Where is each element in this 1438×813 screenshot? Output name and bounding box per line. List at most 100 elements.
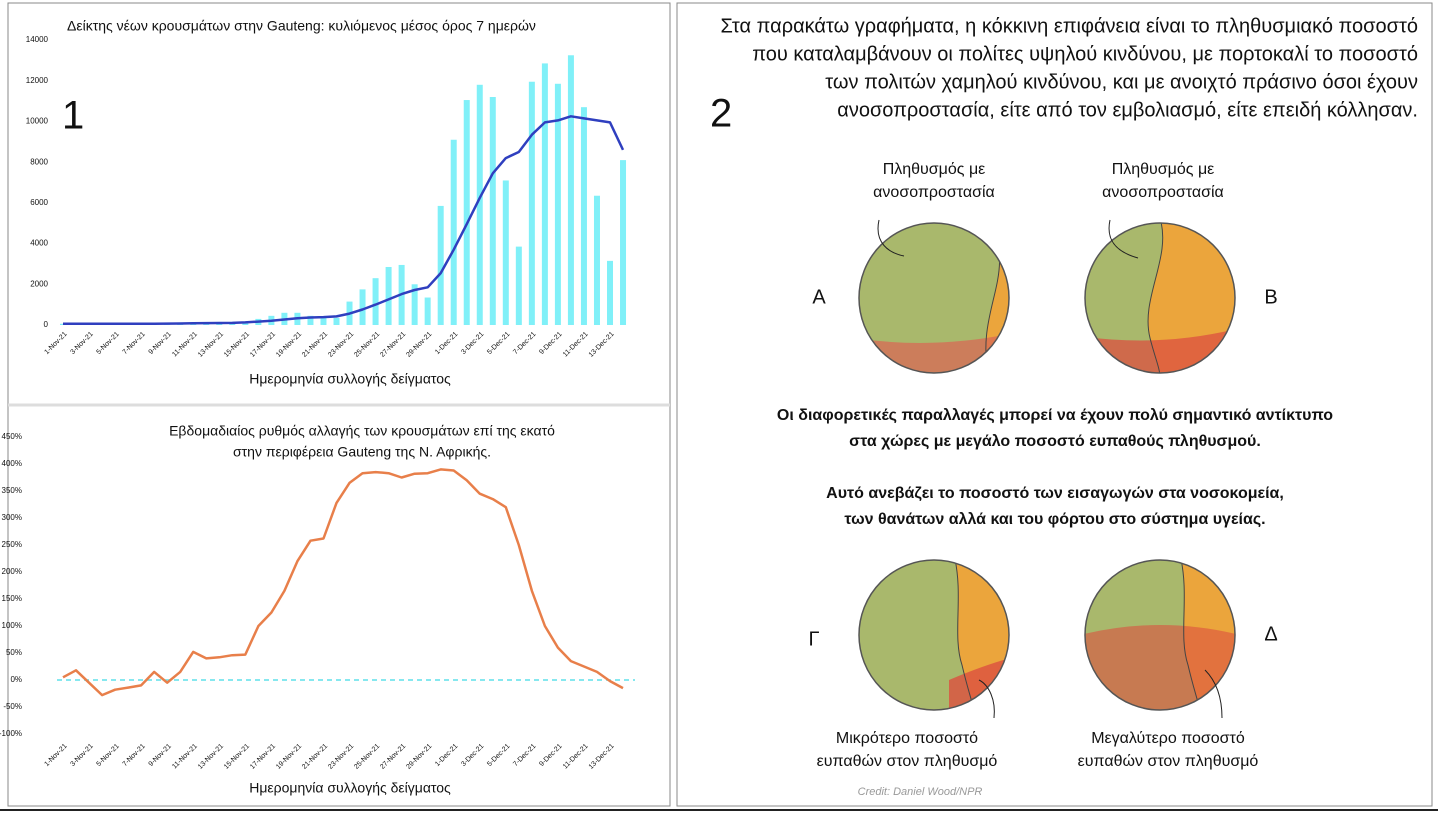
bar [385, 266, 392, 325]
y-tick-label: 10000 [26, 117, 49, 126]
circle-caption: ανοσοπροστασία [873, 184, 995, 201]
chart-title: Εβδομαδιαίος ρυθμός αλλαγής των κρουσμάτ… [169, 423, 555, 439]
circle-letter: Δ [1264, 623, 1277, 645]
bar [307, 315, 314, 325]
x-tick-label: 11-Nov-21 [171, 743, 199, 771]
x-tick-label: 9-Nov-21 [148, 743, 173, 768]
x-tick-label: 13-Nov-21 [197, 331, 225, 359]
note: Οι διαφορετικές παραλλαγές μπορεί να έχο… [777, 407, 1333, 424]
x-tick-label: 11-Dec-21 [562, 331, 590, 359]
intro-line: ανοσοπροστασία, είτε από τον εμβολιασμό,… [837, 99, 1418, 121]
bar [593, 195, 600, 325]
note: στα χώρες με μεγάλο ποσοστό ευπαθούς πλη… [849, 433, 1261, 450]
x-tick-label: 13-Dec-21 [588, 743, 616, 771]
circle-caption: ευπαθών στον πληθυσμό [1078, 753, 1259, 770]
intro-line: Στα παρακάτω γραφήματα, η κόκκινη επιφάν… [720, 15, 1418, 37]
y-tick-label: 8000 [30, 157, 48, 166]
x-tick-label: 23-Nov-21 [327, 743, 355, 771]
note: των θανάτων αλλά και του φόρτου στο σύστ… [844, 511, 1265, 528]
x-tick-label: 5-Nov-21 [96, 331, 121, 356]
x-tick-label: 9-Dec-21 [538, 743, 563, 768]
x-tick-label: 1-Nov-21 [43, 743, 68, 768]
x-tick-label: 29-Nov-21 [405, 743, 433, 771]
credit: Credit: Daniel Wood/NPR [858, 786, 983, 798]
x-axis-label: Ημερομηνία συλλογής δείγματος [249, 371, 451, 387]
x-tick-label: 25-Nov-21 [353, 743, 381, 771]
bar [320, 316, 327, 325]
bar [333, 317, 340, 325]
y-tick-label: 250% [2, 540, 22, 549]
bar [476, 84, 483, 326]
circle-caption: Πληθυσμός με [1112, 161, 1215, 178]
x-tick-label: 13-Nov-21 [197, 743, 225, 771]
bar [528, 81, 535, 325]
bar [489, 97, 496, 325]
x-tick-label: 27-Nov-21 [379, 331, 407, 359]
y-tick-label: 400% [2, 459, 22, 468]
y-tick-label: 6000 [30, 198, 48, 207]
line [63, 115, 625, 326]
x-tick-label: 17-Nov-21 [249, 331, 277, 359]
x-tick-label: 1-Dec-21 [434, 331, 459, 356]
x-tick-label: 5-Nov-21 [96, 743, 121, 768]
bar [502, 180, 509, 325]
y-tick-label: 200% [2, 567, 22, 576]
bar [607, 260, 613, 325]
x-tick-label: 5-Dec-21 [486, 331, 511, 356]
circle-letter: Β [1264, 286, 1277, 308]
y-tick-label: 0% [10, 675, 22, 684]
circle-letter: Α [812, 286, 826, 308]
y-tick-label: 2000 [30, 279, 48, 288]
y-tick-label: 4000 [30, 239, 48, 248]
circle-diagram [858, 559, 1010, 719]
x-tick-label: 15-Nov-21 [223, 331, 251, 359]
x-tick-label: 11-Dec-21 [562, 743, 590, 771]
charts: Δείκτης νέων κρουσμάτων στην Gauteng: κυ… [0, 18, 635, 796]
bar [515, 246, 522, 325]
x-tick-label: 7-Nov-21 [122, 743, 147, 768]
panel-label: 2 [710, 92, 732, 136]
circle-letter: Γ [808, 628, 819, 650]
note: Αυτό ανεβάζει το ποσοστό των εισαγωγών σ… [826, 485, 1284, 502]
chart-title: στην περιφέρεια Gauteng της Ν. Αφρικής. [233, 444, 491, 460]
circle-caption: Μικρότερο ποσοστό [836, 730, 978, 747]
x-tick-label: 9-Dec-21 [538, 331, 563, 356]
x-tick-label: 1-Dec-21 [434, 743, 459, 768]
x-tick-label: 5-Dec-21 [486, 743, 511, 768]
circle-diagram [1084, 559, 1236, 719]
x-tick-label: 13-Dec-21 [588, 331, 616, 359]
x-tick-label: 7-Dec-21 [512, 743, 537, 768]
x-tick-label: 11-Nov-21 [171, 331, 199, 359]
x-tick-label: 29-Nov-21 [405, 331, 433, 359]
circle-caption: Μεγαλύτερο ποσοστό [1091, 730, 1245, 747]
bar [463, 100, 470, 325]
x-tick-label: 7-Nov-21 [122, 331, 147, 356]
bar [620, 160, 627, 325]
circle-diagram [858, 219, 1010, 374]
bar [567, 55, 574, 326]
y-tick-label: -100% [0, 729, 22, 738]
y-tick-label: 12000 [26, 76, 49, 85]
x-tick-label: 19-Nov-21 [275, 743, 303, 771]
y-tick-label: 150% [2, 594, 22, 603]
y-tick-label: 0 [44, 320, 49, 329]
x-tick-label: 17-Nov-21 [249, 743, 277, 771]
x-tick-label: 9-Nov-21 [148, 331, 173, 356]
y-tick-label: 300% [2, 513, 22, 522]
intro-line: των πολιτών χαμηλού κινδύνου, και με ανο… [825, 71, 1418, 93]
y-tick-label: 14000 [26, 35, 49, 44]
y-tick-label: 450% [2, 432, 22, 441]
panel-label: 1 [62, 94, 84, 138]
x-axis-label: Ημερομηνία συλλογής δείγματος [249, 780, 451, 796]
y-tick-label: -50% [3, 702, 22, 711]
circle-diagram [1084, 219, 1236, 374]
bar [411, 284, 418, 325]
x-tick-label: 23-Nov-21 [327, 331, 355, 359]
bar [450, 139, 457, 325]
x-tick-label: 3-Nov-21 [69, 743, 94, 768]
x-tick-label: 21-Nov-21 [301, 743, 329, 771]
right-panel [676, 2, 1433, 807]
x-tick-label: 19-Nov-21 [275, 331, 303, 359]
bar [554, 83, 561, 326]
